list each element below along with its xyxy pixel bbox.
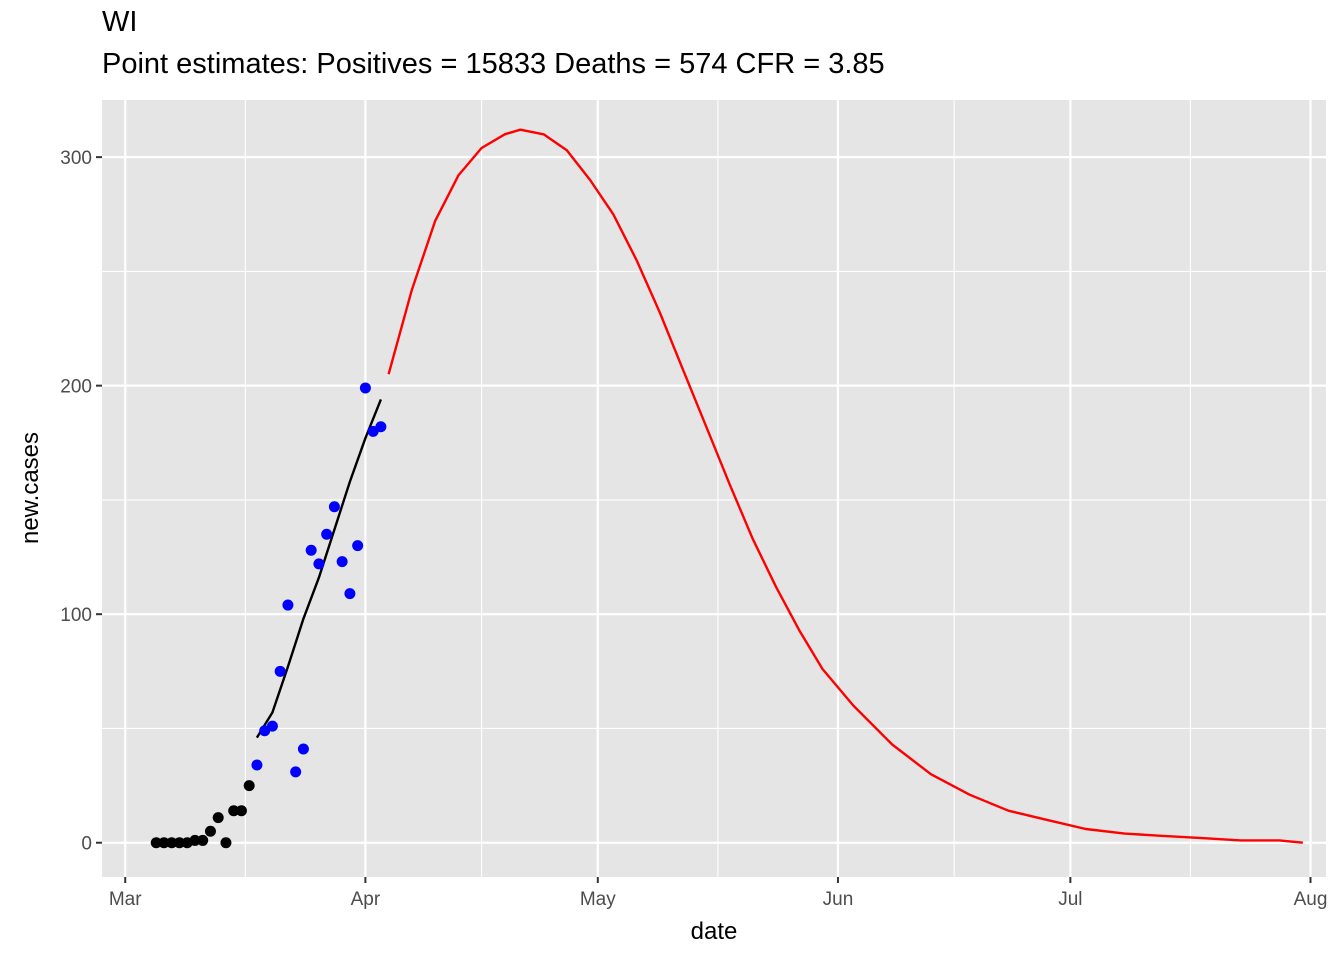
fit-data-point <box>251 759 263 771</box>
x-tick-label: Jun <box>823 889 854 910</box>
plot-panel <box>102 100 1326 877</box>
fit-data-point <box>336 556 348 568</box>
fit-data-point <box>282 599 294 611</box>
early-data-point <box>204 825 216 837</box>
y-tick-label: 0 <box>81 834 92 855</box>
chart-title: WI <box>102 6 138 38</box>
fit-data-point <box>297 743 309 755</box>
x-tick-label: May <box>580 889 616 910</box>
fit-data-point <box>290 766 302 778</box>
fit-curve <box>255 398 383 739</box>
fit-data-point <box>321 528 333 540</box>
fit-data-point <box>352 540 364 552</box>
early-data-point <box>197 834 209 846</box>
x-tick-label: Jul <box>1058 889 1082 910</box>
y-axis-title: new.cases <box>17 432 44 544</box>
x-axis-title: date <box>691 918 738 945</box>
axes: 0 100 200 300 Mar Apr May Jun Jul Aug <box>60 148 1327 910</box>
early-data-point <box>158 837 170 849</box>
y-tick-label: 300 <box>60 148 92 169</box>
early-data-point <box>166 837 178 849</box>
fit-data-point <box>313 558 325 570</box>
fit-data-point <box>344 588 356 600</box>
early-data-point <box>243 780 255 792</box>
x-tick-label: Aug <box>1294 889 1328 910</box>
fit-data-point <box>266 720 278 732</box>
fit-data-point <box>305 544 317 556</box>
fit-data-point <box>328 501 340 513</box>
early-data-point <box>220 837 232 849</box>
x-tick-label: Mar <box>109 889 142 910</box>
x-tick-label: Apr <box>351 889 381 910</box>
early-data-point <box>150 837 162 849</box>
early-data-point <box>228 805 240 817</box>
early-data-point <box>189 834 201 846</box>
early-data-point <box>212 812 224 824</box>
early-data-point <box>235 805 247 817</box>
early-data-point <box>173 837 185 849</box>
y-tick-label: 100 <box>60 605 92 626</box>
projection-curve <box>387 128 1303 844</box>
chart-subtitle: Point estimates: Positives = 15833 Death… <box>102 48 885 80</box>
fit-data-point <box>274 665 286 677</box>
y-tick-label: 200 <box>60 377 92 398</box>
fit-data-point <box>359 382 371 394</box>
grid <box>102 100 1326 877</box>
fit-data-point <box>375 421 387 433</box>
data-marks <box>150 128 1303 849</box>
